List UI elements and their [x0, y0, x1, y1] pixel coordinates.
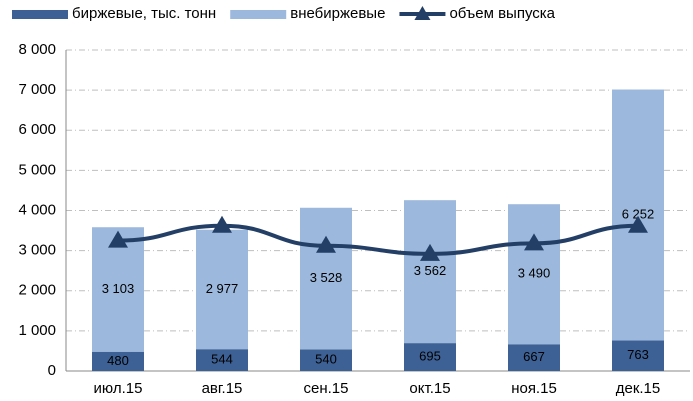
line-marker — [628, 215, 648, 233]
data-label: 6 252 — [622, 206, 655, 221]
data-label: 763 — [627, 347, 649, 362]
bar-segment — [300, 207, 352, 350]
bar-segment — [196, 349, 248, 371]
y-tick-label: 1 000 — [18, 322, 56, 339]
bar-segment — [404, 343, 456, 371]
y-tick-label: 6 000 — [18, 121, 56, 138]
bar-segment — [300, 349, 352, 371]
y-tick-label: 2 000 — [18, 282, 56, 299]
bar-segment — [92, 351, 144, 371]
bar-segment — [612, 340, 664, 371]
bar-segment — [404, 200, 456, 344]
bar-segment — [196, 229, 248, 350]
data-label: 2 977 — [206, 281, 239, 296]
data-label: 3 528 — [310, 270, 343, 285]
data-label: 3 562 — [414, 263, 447, 278]
bar-segment — [508, 344, 560, 371]
legend-label: биржевые, тыс. тонн — [72, 5, 216, 22]
x-tick-label: сен.15 — [304, 380, 349, 397]
data-label: 3 103 — [102, 281, 135, 296]
y-tick-label: 7 000 — [18, 81, 56, 98]
legend-label: внебиржевые — [290, 5, 385, 22]
line-marker — [420, 243, 440, 261]
legend-swatch — [230, 10, 287, 19]
legend-label: объем выпуска — [449, 5, 555, 22]
y-tick-label: 4 000 — [18, 201, 56, 218]
bar-segment — [612, 89, 664, 341]
data-label: 480 — [107, 353, 129, 368]
x-tick-label: авг.15 — [202, 380, 243, 397]
data-label: 695 — [419, 348, 441, 363]
line-marker — [524, 233, 544, 251]
y-tick-label: 3 000 — [18, 242, 56, 259]
x-tick-label: дек.15 — [616, 380, 661, 397]
x-tick-label: июл.15 — [94, 380, 143, 397]
bar-segment — [92, 227, 144, 352]
bar-segment — [508, 204, 560, 345]
data-label: 3 490 — [518, 266, 551, 281]
line — [117, 223, 639, 256]
line-marker — [316, 235, 336, 253]
data-label: 540 — [315, 352, 337, 367]
x-tick-label: ноя.15 — [511, 380, 557, 397]
x-tick-label: окт.15 — [409, 380, 450, 397]
line-marker — [212, 215, 232, 233]
data-label: 667 — [523, 349, 545, 364]
legend-swatch — [12, 10, 68, 19]
legend-marker — [414, 6, 431, 20]
line-marker — [108, 230, 128, 248]
y-tick-label: 8 000 — [18, 41, 56, 58]
data-label: 544 — [211, 352, 233, 367]
y-tick-label: 5 000 — [18, 161, 56, 178]
y-tick-label: 0 — [48, 362, 56, 379]
